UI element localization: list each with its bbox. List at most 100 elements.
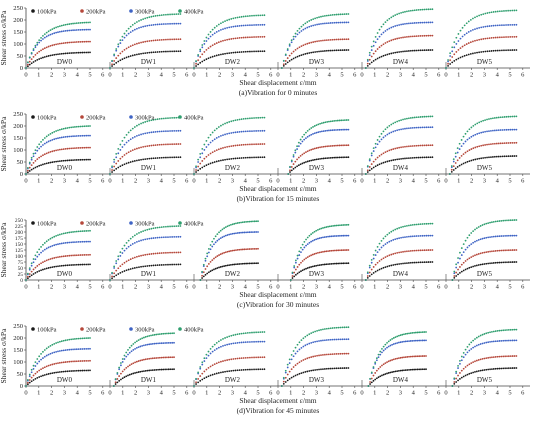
data-point-200kPa [411,249,414,252]
data-point-200kPa [152,39,155,42]
data-point-300kPa [423,234,426,237]
data-point-200kPa [85,253,88,256]
data-point-200kPa [327,250,329,253]
data-point-400kPa [75,230,78,233]
data-point-200kPa [399,356,402,359]
data-point-300kPa [131,29,134,32]
data-point-100kPa [482,157,485,159]
data-point-200kPa [167,143,169,146]
data-point-300kPa [494,340,497,343]
data-point-200kPa [158,143,161,146]
data-point-100kPa [494,367,497,370]
data-point-400kPa [339,326,342,329]
data-point-300kPa [115,49,118,52]
data-point-300kPa [492,235,495,238]
x-tick-label: 2 [470,390,473,397]
data-point-400kPa [117,255,120,258]
data-point-100kPa [138,53,140,55]
data-point-300kPa [117,258,120,261]
data-point-400kPa [64,339,67,342]
data-point-200kPa [226,38,229,41]
x-tick-label: 1 [37,390,40,397]
legend-marker-100kPa [31,327,35,331]
data-point-100kPa [291,277,294,279]
legend-marker-400kPa [178,327,182,331]
data-point-300kPa [482,26,485,28]
x-tick-label: 6 [269,178,273,185]
data-point-200kPa [137,360,140,362]
data-point-100kPa [40,269,42,272]
data-point-100kPa [121,58,124,61]
data-point-200kPa [232,37,235,40]
data-point-300kPa [292,38,295,41]
data-point-300kPa [318,340,320,342]
data-point-400kPa [119,251,122,254]
data-point-300kPa [511,339,514,342]
data-point-100kPa [215,160,218,163]
data-point-300kPa [129,138,132,141]
data-point-300kPa [328,235,331,238]
data-point-100kPa [132,372,135,375]
data-point-200kPa [213,363,216,366]
data-point-300kPa [155,342,158,345]
data-point-200kPa [156,39,159,42]
data-point-400kPa [132,343,135,345]
data-point-400kPa [47,134,50,136]
data-point-400kPa [160,333,163,335]
data-point-400kPa [343,119,346,122]
data-point-100kPa [148,369,151,372]
data-point-200kPa [333,249,336,252]
data-point-300kPa [298,254,301,256]
data-point-400kPa [251,117,253,120]
data-point-100kPa [376,57,379,60]
data-point-200kPa [457,268,459,271]
data-point-100kPa [453,60,456,62]
data-point-200kPa [222,360,224,362]
data-point-300kPa [207,37,210,40]
data-point-300kPa [411,22,414,24]
data-point-200kPa [45,259,48,262]
data-point-200kPa [45,365,48,368]
data-point-200kPa [38,369,41,372]
data-point-200kPa [466,364,469,367]
data-point-100kPa [28,63,31,66]
data-point-100kPa [284,381,287,383]
data-point-200kPa [329,353,332,356]
data-point-400kPa [70,231,73,234]
data-point-300kPa [515,339,518,342]
data-point-100kPa [398,263,401,265]
data-point-400kPa [337,13,340,16]
data-point-200kPa [317,252,319,254]
data-point-300kPa [173,130,176,132]
data-point-400kPa [402,225,404,228]
data-point-300kPa [160,130,163,133]
data-point-100kPa [243,262,246,265]
data-point-300kPa [72,348,74,351]
data-point-400kPa [242,15,245,18]
data-point-200kPa [496,249,499,252]
data-point-300kPa [468,137,471,140]
data-point-300kPa [40,145,42,148]
data-point-400kPa [49,29,52,32]
data-point-200kPa [70,360,73,363]
data-point-100kPa [310,51,313,54]
data-point-200kPa [375,369,378,372]
data-point-100kPa [257,262,259,265]
data-point-400kPa [224,20,226,23]
data-point-300kPa [515,234,518,237]
data-point-400kPa [380,132,383,135]
data-point-100kPa [479,369,482,372]
data-point-400kPa [390,16,393,19]
data-point-400kPa [343,13,346,16]
data-point-200kPa [459,266,461,268]
data-point-100kPa [229,263,232,266]
data-point-300kPa [336,128,339,131]
data-point-200kPa [333,144,336,147]
data-point-200kPa [75,254,78,257]
x-tick-label: 0 [276,284,279,291]
data-point-100kPa [501,49,503,52]
data-point-100kPa [372,272,375,274]
data-point-400kPa [341,13,344,16]
data-point-100kPa [167,263,169,266]
